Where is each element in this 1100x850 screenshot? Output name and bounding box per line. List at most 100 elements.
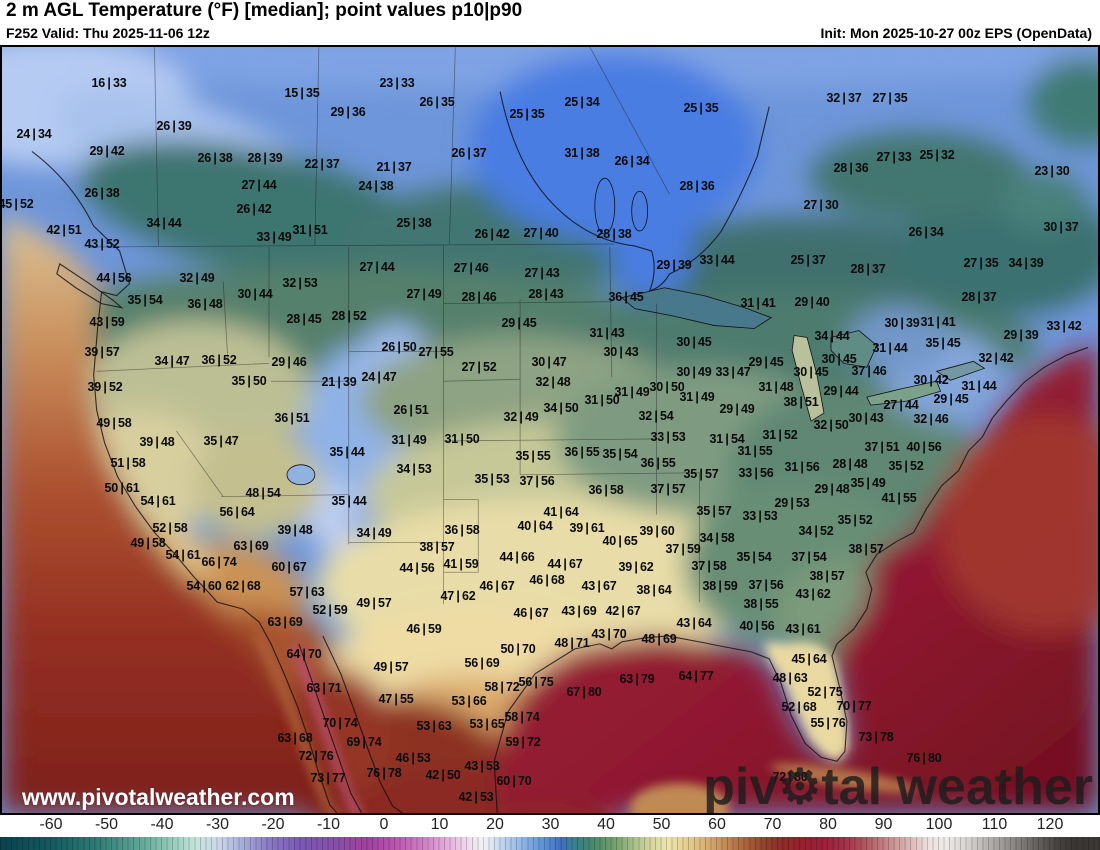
point-value: 39 | 52: [87, 380, 123, 394]
point-value: 35 | 54: [127, 293, 163, 307]
point-value: 54 | 61: [165, 548, 201, 562]
point-value: 34 | 39: [1008, 256, 1044, 270]
point-value: 34 | 44: [814, 329, 850, 343]
point-value: 42 | 53: [458, 790, 494, 804]
point-value: 35 | 55: [515, 449, 551, 463]
point-value: 42 | 50: [425, 768, 461, 782]
point-value: 59 | 72: [505, 735, 541, 749]
point-value: 55 | 76: [810, 716, 846, 730]
point-value: 52 | 75: [807, 685, 843, 699]
point-value: 29 | 44: [823, 384, 859, 398]
point-value: 43 | 70: [591, 627, 627, 641]
point-value: 41 | 59: [443, 557, 479, 571]
point-value: 32 | 42: [978, 351, 1014, 365]
point-value: 72 | 80: [772, 770, 808, 784]
point-value: 36 | 52: [201, 353, 237, 367]
point-value: 44 | 67: [547, 557, 583, 571]
point-value: 24 | 47: [361, 370, 397, 384]
valid-time: F252 Valid: Thu 2025-11-06 12z: [6, 25, 210, 41]
colorbar-tick: 70: [763, 816, 782, 833]
point-value: 36 | 48: [187, 297, 223, 311]
point-value: 26 | 50: [381, 340, 417, 354]
point-value: 47 | 55: [378, 692, 414, 706]
point-value: 39 | 48: [277, 523, 313, 537]
point-value: 31 | 44: [961, 379, 997, 393]
point-value: 64 | 77: [678, 669, 714, 683]
point-value: 29 | 45: [933, 392, 969, 406]
point-value: 31 | 52: [762, 428, 798, 442]
point-value: 33 | 53: [650, 430, 686, 444]
colorbar-tick: 120: [1036, 816, 1064, 833]
state-borders: [89, 47, 700, 605]
point-value: 49 | 58: [130, 536, 166, 550]
point-value: 27 | 46: [453, 261, 489, 275]
point-value: 30 | 39: [884, 316, 920, 330]
brand-watermark: piv⚙tal weather: [703, 761, 1093, 813]
point-value: 32 | 50: [813, 418, 849, 432]
point-value: 30 | 43: [603, 345, 639, 359]
point-value: 22 | 37: [304, 157, 340, 171]
point-value: 35 | 53: [474, 472, 510, 486]
point-value: 32 | 48: [535, 375, 571, 389]
point-value: 73 | 77: [310, 771, 346, 785]
point-value: 27 | 35: [963, 256, 999, 270]
colorbar-cell-lines: [0, 837, 1100, 850]
point-value: 56 | 69: [464, 656, 500, 670]
point-value: 63 | 69: [233, 539, 269, 553]
point-value: 31 | 43: [589, 326, 625, 340]
point-value: 46 | 68: [529, 573, 565, 587]
point-value: 28 | 39: [247, 151, 283, 165]
point-value: 37 | 56: [748, 578, 784, 592]
point-value: 35 | 52: [888, 459, 924, 473]
point-value: 32 | 53: [282, 276, 318, 290]
point-value: 16 | 33: [91, 76, 127, 90]
point-value: 36 | 58: [444, 523, 480, 537]
point-value: 48 | 63: [772, 671, 808, 685]
point-value: 27 | 30: [803, 198, 839, 212]
point-value: 37 | 58: [691, 559, 727, 573]
point-value: 43 | 53: [464, 759, 500, 773]
point-value: 66 | 74: [201, 555, 237, 569]
point-value: 29 | 45: [501, 316, 537, 330]
point-value: 25 | 38: [396, 216, 432, 230]
point-value: 48 | 71: [554, 636, 590, 650]
point-value: 15 | 35: [284, 86, 320, 100]
point-value: 26 | 39: [156, 119, 192, 133]
point-value: 64 | 70: [286, 647, 322, 661]
point-value: 31 | 41: [740, 296, 776, 310]
point-value: 36 | 55: [640, 456, 676, 470]
point-value: 52 | 68: [781, 700, 817, 714]
point-value: 33 | 42: [1046, 319, 1082, 333]
point-value: 29 | 42: [89, 144, 125, 158]
point-value: 34 | 47: [154, 354, 190, 368]
point-value: 31 | 56: [784, 460, 820, 474]
point-value: 36 | 45: [608, 290, 644, 304]
point-value: 36 | 51: [274, 411, 310, 425]
point-value: 52 | 58: [152, 521, 188, 535]
point-value: 58 | 74: [504, 710, 540, 724]
point-value: 24 | 34: [16, 127, 52, 141]
point-value: 31 | 49: [391, 433, 427, 447]
point-value: 54 | 61: [140, 494, 176, 508]
point-value: 25 | 32: [919, 148, 955, 162]
point-value: 28 | 36: [833, 161, 869, 175]
point-value: 37 | 46: [851, 364, 887, 378]
point-value: 57 | 63: [289, 585, 325, 599]
point-value: 60 | 70: [496, 774, 532, 788]
temperature-shading: [2, 47, 1098, 813]
point-value: 23 | 33: [379, 76, 415, 90]
point-value: 41 | 55: [881, 491, 917, 505]
point-value: 38 | 57: [809, 569, 845, 583]
point-value: 43 | 52: [84, 237, 120, 251]
colorbar-tick: 60: [708, 816, 726, 833]
point-value: 27 | 44: [883, 398, 919, 412]
point-value: 31 | 48: [758, 380, 794, 394]
map-title: 2 m AGL Temperature (°F) [median]; point…: [6, 0, 523, 21]
point-value: 28 | 37: [961, 290, 997, 304]
brand-text-left: piv: [703, 758, 779, 815]
point-value: 43 | 61: [785, 622, 821, 636]
colorbar-tick: -20: [261, 816, 285, 833]
point-value: 62 | 68: [225, 579, 261, 593]
point-value: 30 | 47: [531, 355, 567, 369]
point-value: 26 | 42: [474, 227, 510, 241]
